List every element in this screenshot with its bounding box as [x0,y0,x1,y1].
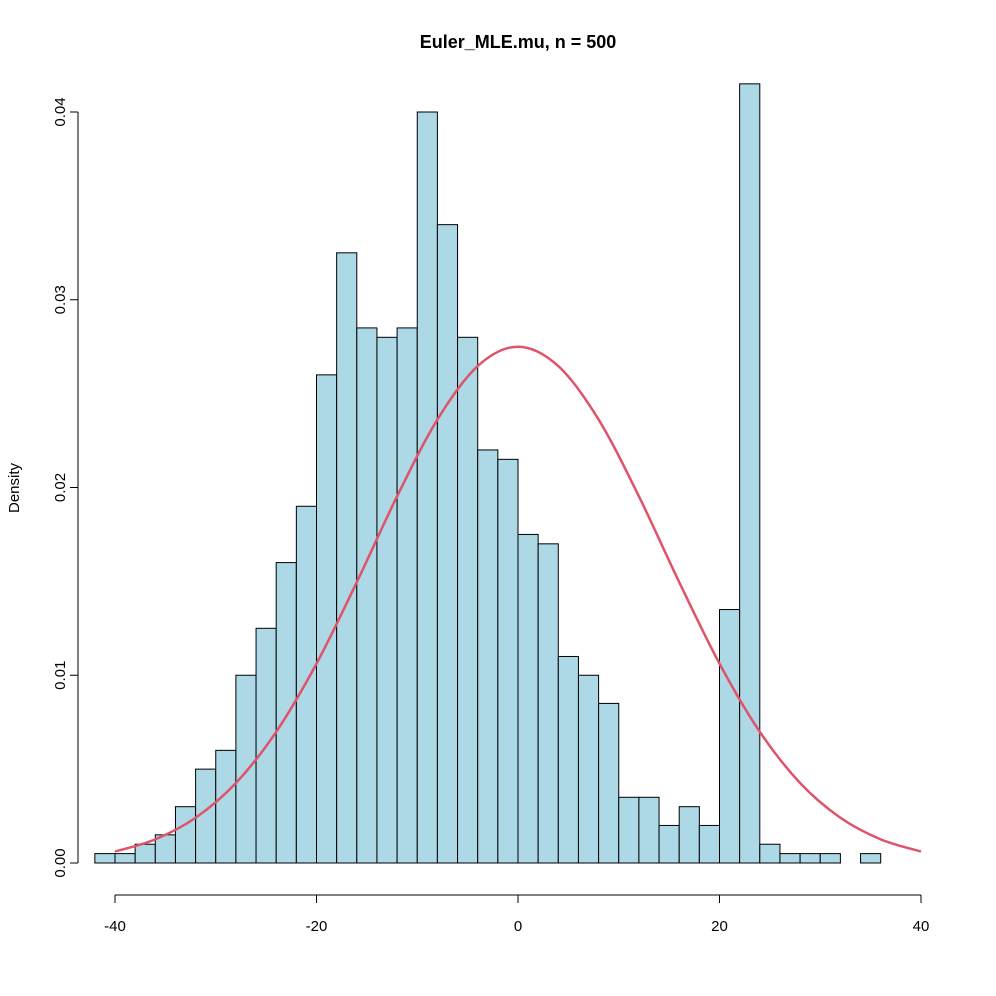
bar [215,749,237,864]
bar [356,327,378,864]
x-tick-label: 40 [913,918,930,935]
bar [436,224,459,864]
bar [618,796,640,864]
bar [316,374,338,864]
x-tick-label: -20 [306,918,328,935]
bar [457,336,479,864]
bar [235,674,257,864]
bar [416,111,438,864]
bar [799,853,821,864]
y-tick-label: 0.00 [52,848,69,877]
bar [860,853,882,864]
bar [598,702,620,864]
bar [94,853,116,864]
bar [517,533,539,864]
bar [698,824,720,864]
x-tick-label: 20 [711,918,728,935]
y-tick-label: 0.03 [52,285,69,314]
chart-title: Euler_MLE.mu, n = 500 [420,32,617,52]
bar [719,609,741,864]
bar [779,853,801,864]
bar [376,336,398,864]
bar [134,843,156,864]
bar [638,796,660,864]
density-curve [114,345,922,853]
bar [396,327,418,864]
bar [295,505,318,864]
bar [497,458,519,864]
x-tick-label: -40 [104,918,126,935]
bar [477,449,499,864]
x-tick-label: 0 [514,918,522,935]
bar [537,543,559,864]
bar [739,83,761,864]
bar [658,824,680,864]
bar [275,562,297,864]
bar [678,806,700,864]
bar [759,843,781,864]
y-tick-label: 0.01 [52,661,69,690]
bar [577,674,600,864]
bar [819,853,841,864]
y-axis-label: Density [6,462,23,513]
y-tick-label: 0.04 [52,97,69,126]
bar [114,853,136,864]
bar [174,806,197,864]
y-tick-label: 0.02 [52,473,69,502]
bar [336,252,358,864]
bar [557,655,579,864]
